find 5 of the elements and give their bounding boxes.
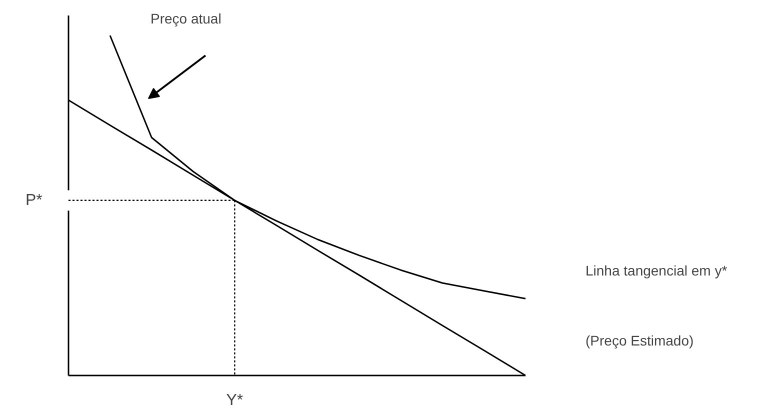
text: Preço atual — [150, 10, 222, 26]
ref-line-label: P* — [26, 192, 42, 209]
text: Y* — [226, 392, 244, 409]
text: Linha tangencial em y* — [586, 262, 728, 278]
text: (Preço Estimado) — [586, 332, 694, 348]
